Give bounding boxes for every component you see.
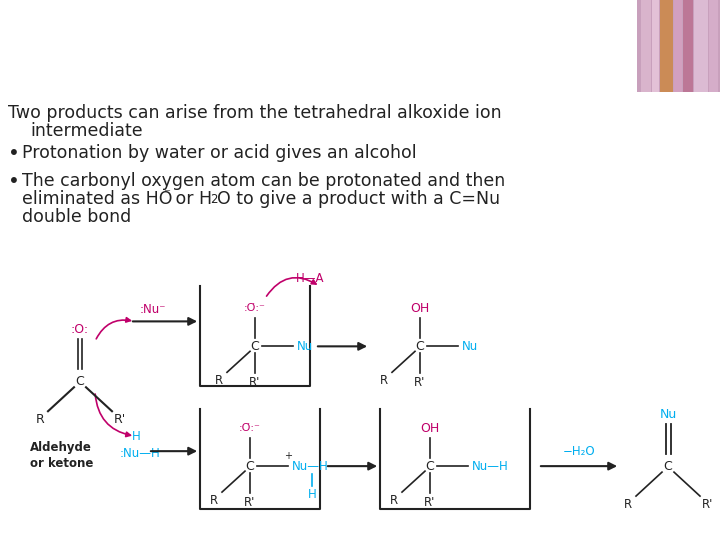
Text: R': R' <box>114 413 126 426</box>
FancyArrowPatch shape <box>266 278 316 296</box>
Text: C: C <box>246 460 254 472</box>
Text: :Ö:⁻: :Ö:⁻ <box>244 303 266 313</box>
FancyArrowPatch shape <box>95 394 130 436</box>
Text: Nu: Nu <box>462 340 478 353</box>
Text: :Ö:⁻: :Ö:⁻ <box>239 423 261 433</box>
Bar <box>709 0 718 92</box>
Text: C: C <box>426 460 434 472</box>
Text: :O:: :O: <box>71 323 89 336</box>
Text: R': R' <box>414 376 426 389</box>
Text: OH: OH <box>410 302 430 315</box>
Text: Protonation by water or acid gives an alcohol: Protonation by water or acid gives an al… <box>22 144 417 161</box>
Text: Nu—H: Nu—H <box>472 460 509 472</box>
Text: or H: or H <box>170 190 212 207</box>
Text: O to give a product with a C=Nu: O to give a product with a C=Nu <box>217 190 500 207</box>
Text: R': R' <box>702 497 714 510</box>
Text: •: • <box>8 172 20 191</box>
Text: R': R' <box>424 496 436 509</box>
Bar <box>683 0 693 92</box>
Text: C: C <box>664 460 672 472</box>
Text: :Nu—H: :Nu—H <box>120 447 161 460</box>
Text: −H₂O: −H₂O <box>563 444 595 458</box>
Text: C: C <box>76 375 84 388</box>
Bar <box>652 0 659 92</box>
Bar <box>660 0 672 92</box>
Text: C: C <box>415 340 424 353</box>
Text: R: R <box>390 494 398 507</box>
Text: R': R' <box>244 496 256 509</box>
Text: R: R <box>624 497 632 510</box>
Text: C: C <box>251 340 259 353</box>
Text: Nucleophilic Addition Reactions of Aldehydes: Nucleophilic Addition Reactions of Aldeh… <box>11 23 616 47</box>
Text: R: R <box>210 494 218 507</box>
Text: OH: OH <box>420 422 440 435</box>
Text: R: R <box>215 374 223 387</box>
Text: 2: 2 <box>210 193 217 206</box>
Text: Aldehyde: Aldehyde <box>30 441 92 454</box>
Text: ⁻: ⁻ <box>163 187 170 201</box>
Text: double bond: double bond <box>22 207 131 226</box>
Text: Nu: Nu <box>660 408 677 421</box>
Bar <box>642 0 652 92</box>
Text: Two products can arise from the tetrahedral alkoxide ion: Two products can arise from the tetrahed… <box>8 104 502 122</box>
Text: :Nu⁻: :Nu⁻ <box>140 303 166 316</box>
Text: R': R' <box>249 376 261 389</box>
Text: H—A: H—A <box>296 272 324 285</box>
Text: Nu: Nu <box>297 340 313 353</box>
Text: intermediate: intermediate <box>30 122 143 140</box>
Text: H: H <box>132 430 140 443</box>
Text: R: R <box>380 374 388 387</box>
Text: Nu—H: Nu—H <box>292 460 329 472</box>
Text: eliminated as HO: eliminated as HO <box>22 190 173 207</box>
Text: or ketone: or ketone <box>30 457 94 470</box>
Text: +: + <box>284 451 292 461</box>
Text: H: H <box>307 488 316 501</box>
Text: and Ketones: and Ketones <box>11 66 177 90</box>
FancyArrowPatch shape <box>96 318 130 339</box>
Text: R: R <box>35 413 45 426</box>
Bar <box>674 0 682 92</box>
Text: •: • <box>8 144 20 163</box>
Text: The carbonyl oxygen atom can be protonated and then: The carbonyl oxygen atom can be protonat… <box>22 172 505 190</box>
Bar <box>693 0 708 92</box>
